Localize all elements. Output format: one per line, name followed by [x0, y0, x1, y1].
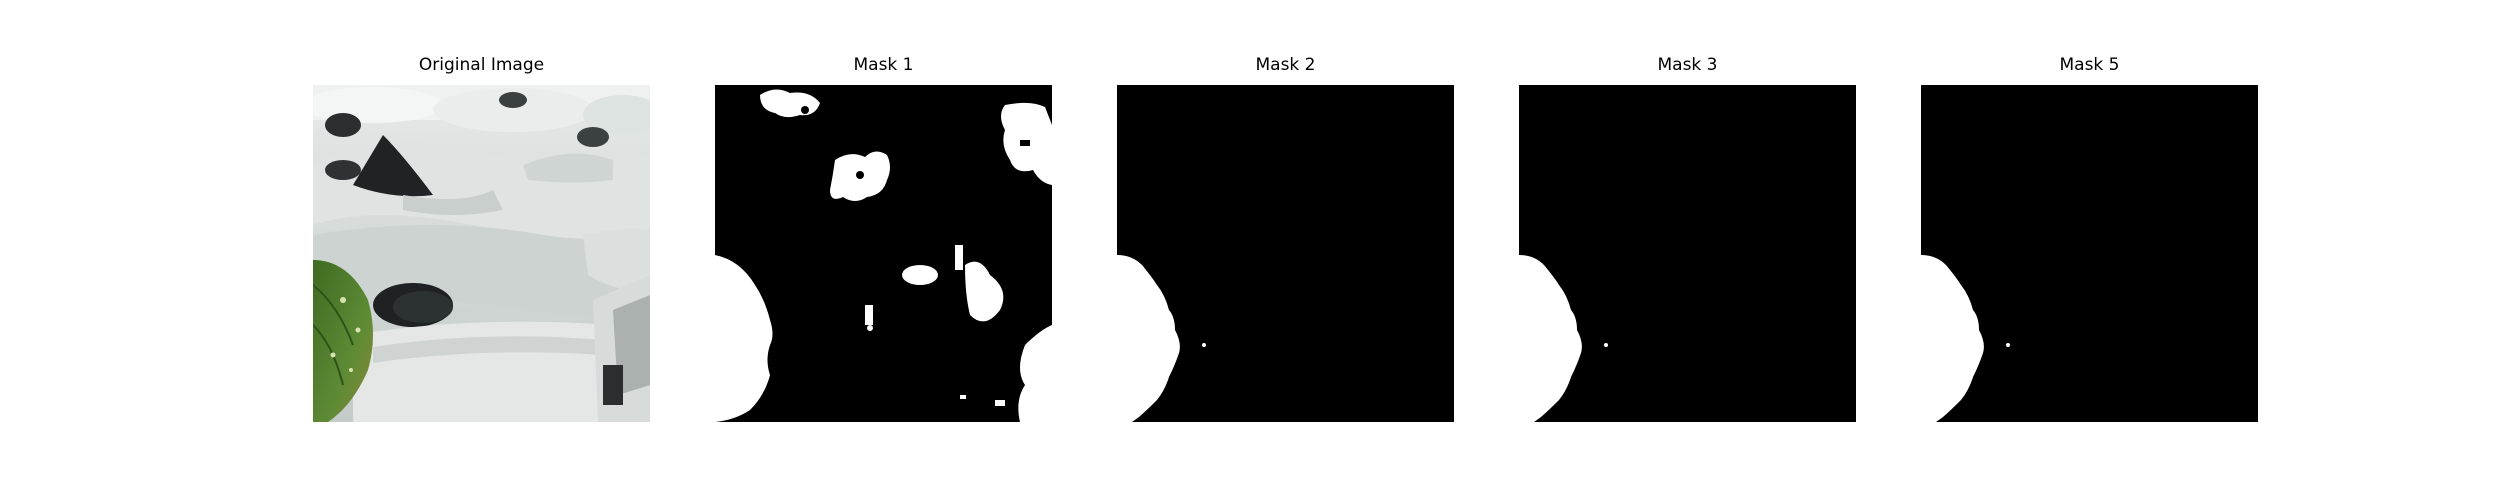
panel-mask-1: Mask 1 [715, 55, 1052, 422]
panel-title: Original Image [418, 55, 545, 75]
original-image [313, 85, 650, 422]
panel-mask-5: Mask 5 [1921, 55, 2258, 422]
panel-title: Mask 2 [1255, 55, 1316, 75]
mask-image [1519, 85, 1856, 422]
panel-title: Mask 5 [2059, 55, 2120, 75]
mask-image [715, 85, 1052, 422]
mask-image [1117, 85, 1454, 422]
mask-image [1921, 85, 2258, 422]
panel-title: Mask 3 [1657, 55, 1718, 75]
panel-original-image: Original Image [313, 55, 650, 422]
panel-title: Mask 1 [853, 55, 914, 75]
panel-mask-3: Mask 3 [1519, 55, 1856, 422]
panel-mask-2: Mask 2 [1117, 55, 1454, 422]
